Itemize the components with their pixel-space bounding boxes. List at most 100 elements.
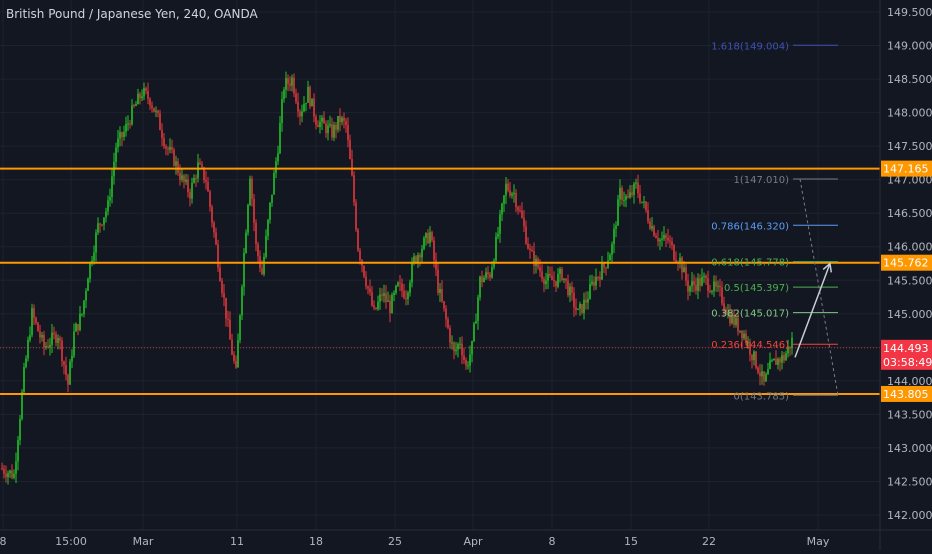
candle-body [791,337,793,349]
candle-body [451,342,453,344]
candle-body [475,320,477,324]
candle-body [371,292,373,306]
candle-body [755,351,757,368]
candle-body [5,473,7,478]
candle-body [93,252,95,261]
candle-body [373,305,375,308]
candle-body [711,291,713,293]
candle-body [487,272,489,275]
candle-body [149,98,151,106]
y-tick-label: 146.000 [887,241,932,254]
candle-body [431,232,433,241]
y-tick-label: 142.000 [887,509,932,522]
candle-body [625,196,627,200]
candle-body [499,214,501,234]
candle-body [527,243,529,249]
candle-body [781,355,783,363]
candle-body [103,217,105,225]
candle-body [743,333,745,339]
candle-body [203,167,205,181]
candle-body [637,182,639,194]
candle-body [355,202,357,230]
candle-body [705,275,707,279]
candle-body [713,281,715,292]
candle-body [775,358,777,365]
candle-body [131,105,133,125]
candle-body [757,367,759,373]
candle-body [53,332,55,335]
candle-body [295,93,297,102]
candle-body [541,271,543,279]
candle-body [1,468,3,470]
y-tick-label: 149.000 [887,40,932,53]
candle-body [155,110,157,112]
candle-body [563,278,565,280]
candle-body [315,116,317,125]
candle-body [387,300,389,302]
candle-body [3,469,5,474]
candle-body [789,346,791,349]
candle-body [521,210,523,218]
candle-body [323,117,325,124]
candle-body [751,354,753,361]
candle-body [7,473,9,478]
candle-body [627,196,629,198]
fib-level-label: 1.618(149.004) [711,41,789,52]
candle-body [453,342,455,352]
candle-body [473,323,475,341]
candle-body [455,349,457,352]
candle-body [377,301,379,310]
candle-body [135,104,137,106]
y-tick-label: 145.000 [887,308,932,321]
candle-body [459,343,461,345]
candle-body [657,237,659,242]
candle-body [665,235,667,238]
candle-body [55,334,57,343]
fib-level-label: 0.236(144.546) [711,340,789,351]
candle-body [99,223,101,225]
candle-body [15,461,17,474]
current-price-tag-bg [881,339,932,370]
candle-body [485,272,487,278]
candle-body [241,286,243,316]
candle-body [61,340,63,362]
candle-body [477,297,479,321]
candle-body [767,369,769,374]
candle-body [331,124,333,138]
candle-body [715,281,717,287]
candle-body [79,313,81,331]
candle-body [217,244,219,268]
candle-body [461,343,463,356]
candle-body [769,360,771,370]
candle-body [121,132,123,137]
candle-body [653,226,655,236]
candle-body [551,275,553,281]
x-tick-label: 15:00 [55,535,87,548]
countdown-label: 03:58:49 [883,356,932,369]
candle-body [307,87,309,103]
candle-body [469,354,471,366]
candle-body [187,179,189,193]
x-tick-label: 15 [624,535,638,548]
candle-body [23,366,25,392]
x-tick-label: Apr [463,535,483,548]
candle-body [515,192,517,208]
candle-body [141,96,143,99]
candle-body [37,322,39,332]
candle-body [399,282,401,284]
candle-body [433,240,435,261]
candle-body [97,223,99,233]
candle-body [407,292,409,300]
candle-body [549,273,551,276]
candle-body [771,360,773,362]
candle-body [663,235,665,239]
candle-body [67,374,69,385]
candle-body [509,190,511,196]
candle-body [587,298,589,303]
candle-body [589,284,591,299]
fib-level-label: 0.618(145.778) [711,258,789,269]
candle-body [577,308,579,310]
candle-body [119,132,121,139]
